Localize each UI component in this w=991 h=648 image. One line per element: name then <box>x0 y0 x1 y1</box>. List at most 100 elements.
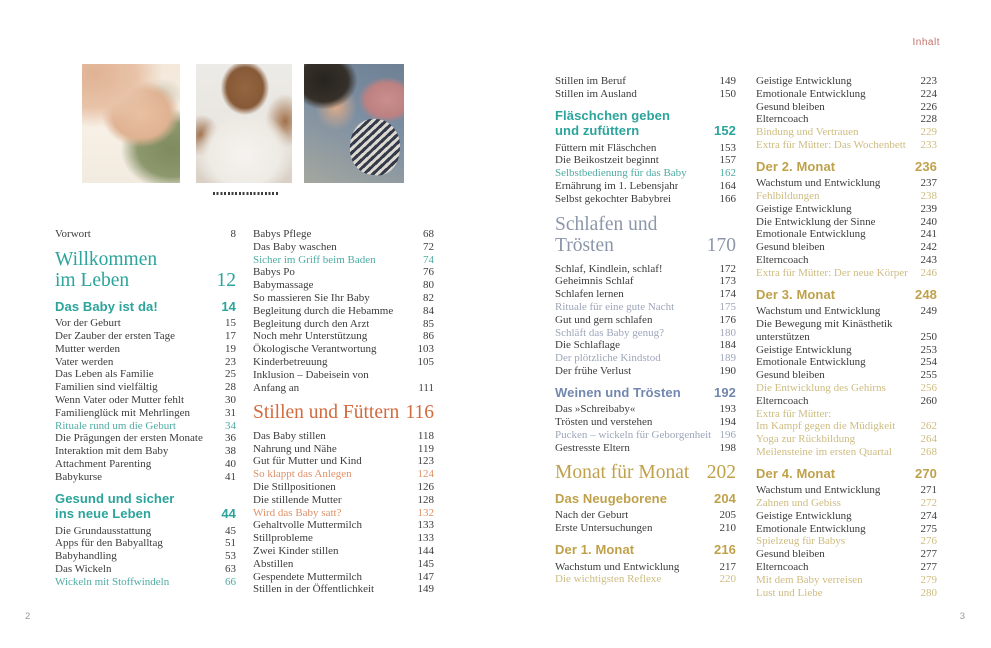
entry-page: 132 <box>417 506 435 519</box>
entry-page: 118 <box>417 429 434 442</box>
entry-label: Füttern mit Fläschchen <box>555 141 657 154</box>
entry-label: Die stillende Mutter <box>253 493 342 506</box>
toc-entry: Sicher im Griff beim Baden 74 <box>253 254 434 267</box>
entry-page: 68 <box>423 228 434 240</box>
entry-page: 224 <box>920 87 938 100</box>
toc-entry: Interaktion mit dem Baby 38 <box>55 445 236 458</box>
entry-label: Wickeln mit Stoffwindeln <box>55 575 170 588</box>
entry-page: 237 <box>920 177 938 190</box>
entry-page: 80 <box>423 279 434 292</box>
entry-page: 103 <box>417 343 435 356</box>
toc-entry: Anfang an 111 <box>253 382 434 395</box>
baby-striped-outfit <box>346 116 404 178</box>
entry-label: Das Wickeln <box>55 563 112 576</box>
page-number-left: 2 <box>25 611 31 622</box>
toc-entry: Babykurse 41 <box>55 471 236 484</box>
toc-entry: Im Kampf gegen die Müdigkeit 262 <box>756 420 937 433</box>
entry-label: Gesund bleiben <box>756 369 825 382</box>
entry-label: Stillen in der Öffentlichkeit <box>253 583 375 596</box>
entry-page: 242 <box>920 241 938 254</box>
entry-label: Elterncoach <box>756 561 809 573</box>
dotted-divider <box>213 192 278 195</box>
toc-entry: Gesund bleiben 226 <box>756 101 937 114</box>
toc-entry: Gesund bleiben 255 <box>756 369 937 382</box>
entry-label: Der frühe Verlust <box>555 364 632 377</box>
toc-entry: Die Bewegung mit Kinästhetik <box>756 318 937 331</box>
toc-entry: Die Grundausstattung 45 <box>55 525 236 538</box>
heading-page: 204 <box>714 490 736 506</box>
entry-label: Die wichtigsten Reflexe <box>555 573 662 586</box>
toc-entry: Bindung und Vertrauen 229 <box>756 126 937 139</box>
heading-label: Willkommen <box>55 248 158 270</box>
toc-column-2: Babys Pflege 68 Das Baby waschen 72 Sicher i… <box>253 228 434 596</box>
toc-entry: Noch mehr Unterstützung 86 <box>253 330 434 343</box>
entry-page: 220 <box>719 573 737 586</box>
entry-page: 38 <box>225 445 236 458</box>
entry-label: Kinderbetreuung <box>253 355 328 368</box>
entry-label: Interaktion mit dem Baby <box>55 445 169 458</box>
toc-entry: Wachstum und Entwicklung 237 <box>756 177 937 190</box>
entry-label: Wachstum und Entwicklung <box>756 177 881 190</box>
entry-page: 30 <box>225 394 236 407</box>
entry-label: Die Stillpositionen <box>253 481 336 494</box>
toc-section-heading: Weinen und Trösten 192 <box>555 385 736 401</box>
entry-page: 133 <box>417 519 435 532</box>
entry-label: Vor der Geburt <box>55 317 121 330</box>
toc-entry: unterstützen 250 <box>756 331 937 344</box>
toc-entry: Elterncoach 228 <box>756 113 937 126</box>
entry-label: Nahrung und Nähe <box>253 442 337 455</box>
toc-entry: Yoga zur Rückbildung 264 <box>756 433 937 446</box>
entry-label: Bindung und Vertrauen <box>756 126 859 139</box>
entry-page: 223 <box>920 75 938 87</box>
toc-entry: Vor der Geburt 15 <box>55 317 236 330</box>
toc-entry: Babymassage 80 <box>253 279 434 292</box>
toc-entry: Ernährung im 1. Lebensjahr 164 <box>555 180 736 193</box>
entry-label: Gesund bleiben <box>756 548 825 561</box>
toc-entry: Rituale rund um die Geburt 34 <box>55 420 236 433</box>
entry-page: 119 <box>417 442 434 455</box>
toc-entry: Die Stillpositionen 126 <box>253 481 434 494</box>
toc-entry: Die Beikostzeit beginnt 157 <box>555 154 736 167</box>
heading-label: Der 3. Monat <box>756 286 836 302</box>
entry-label: Gesund bleiben <box>756 241 825 254</box>
entry-label: unterstützen <box>756 330 810 343</box>
entry-page: 194 <box>719 416 737 429</box>
toc-entry: Familien sind vielfältig 28 <box>55 381 236 394</box>
heading-label: Gesund und sicher <box>55 490 175 506</box>
entry-label: Stillen im Ausland <box>555 87 637 100</box>
entry-label: Geistige Entwicklung <box>756 343 852 356</box>
toc-entry: Schläft das Baby genug? 180 <box>555 327 736 340</box>
entry-label: Selbstbedienung für das Baby <box>555 167 687 180</box>
entry-page: 180 <box>719 326 737 339</box>
entry-page: 210 <box>719 522 737 535</box>
entry-page: 126 <box>417 481 435 494</box>
toc-entry: Gesund bleiben 277 <box>756 548 937 561</box>
toc-entry: Rituale für eine gute Nacht 175 <box>555 301 736 314</box>
heading-label: Weinen und Trösten <box>555 384 681 400</box>
toc-entry: Wachstum und Entwicklung 249 <box>756 305 937 318</box>
toc-section-heading: Der 4. Monat 270 <box>756 466 937 482</box>
toc-entry: Nach der Geburt 205 <box>555 509 736 522</box>
entry-page: 196 <box>719 428 737 441</box>
toc-entry: Stillen im Beruf 149 <box>555 75 736 88</box>
entry-label: Anfang an <box>253 381 300 394</box>
entry-label: Familien sind vielfältig <box>55 381 158 394</box>
entry-label: Elterncoach <box>756 394 809 407</box>
entry-page: 174 <box>719 288 737 301</box>
entry-page: 205 <box>719 509 737 522</box>
entry-label: Apps für den Babyalltag <box>55 537 163 550</box>
toc-column-3: Stillen im Beruf 149 Stillen im Ausland 150… <box>555 75 736 586</box>
toc-entry: Lust und Liebe 280 <box>756 587 937 600</box>
entry-page: 72 <box>423 240 434 253</box>
entry-label: Wachstum und Entwicklung <box>555 560 680 573</box>
toc-entry: Kinderbetreuung 105 <box>253 356 434 369</box>
toc-entry: Elterncoach 260 <box>756 395 937 408</box>
heading-page: 270 <box>915 465 937 481</box>
toc-entry: Selbst gekochter Babybrei 166 <box>555 193 736 206</box>
entry-page: 150 <box>719 87 737 100</box>
entry-label: So massieren Sie Ihr Baby <box>253 291 370 304</box>
toc-chapter-heading: Schlafen und Trösten 170 <box>555 214 736 257</box>
entry-label: Geistige Entwicklung <box>756 75 852 87</box>
heading-label: Der 4. Monat <box>756 465 836 481</box>
toc-entry: Gestresste Eltern 198 <box>555 442 736 455</box>
